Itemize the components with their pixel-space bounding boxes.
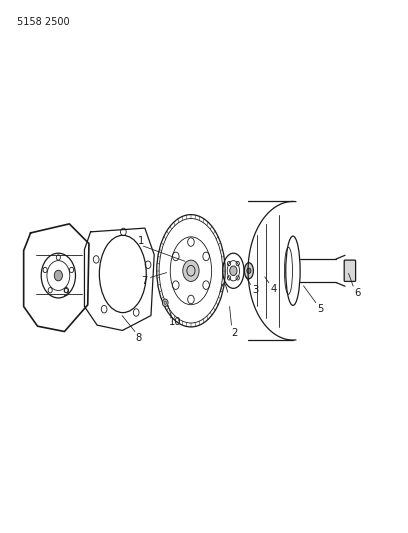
Text: 7: 7	[142, 277, 148, 286]
Text: 6: 6	[354, 288, 360, 298]
Text: 4: 4	[270, 284, 277, 294]
Text: 2: 2	[231, 328, 238, 338]
Text: 5158 2500: 5158 2500	[17, 17, 70, 27]
Circle shape	[230, 266, 237, 276]
Text: 9: 9	[62, 288, 69, 298]
Text: 10: 10	[169, 318, 182, 327]
Circle shape	[247, 268, 251, 273]
Circle shape	[54, 270, 62, 281]
Text: 5: 5	[317, 304, 324, 314]
Text: 1: 1	[137, 236, 144, 246]
Text: 8: 8	[135, 334, 142, 343]
FancyBboxPatch shape	[344, 260, 356, 281]
Text: 3: 3	[252, 286, 258, 295]
Circle shape	[183, 260, 199, 281]
Ellipse shape	[244, 263, 253, 279]
Circle shape	[162, 299, 168, 306]
